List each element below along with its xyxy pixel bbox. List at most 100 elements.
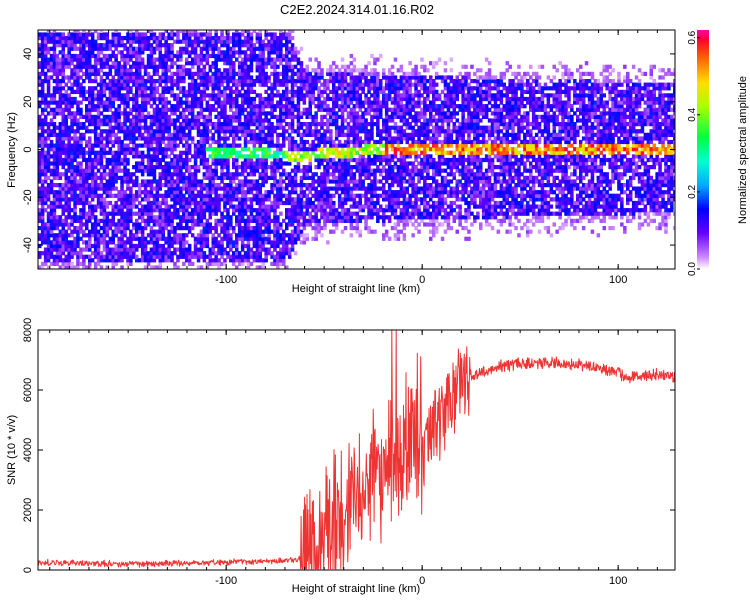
spectrogram-cell xyxy=(187,82,192,87)
spectrogram-cell xyxy=(146,190,151,195)
spectrogram-cell xyxy=(140,136,145,141)
spectrogram-cell xyxy=(252,143,257,148)
spectrogram-cell xyxy=(214,161,218,166)
spectrogram-cell xyxy=(279,46,283,51)
spectrogram-cell xyxy=(214,193,218,198)
spectrogram-cell xyxy=(114,30,118,33)
spectrogram-cell xyxy=(120,193,124,198)
spectrogram-cell xyxy=(182,136,186,141)
spectrogram-cell xyxy=(214,157,218,163)
spectrogram-cell xyxy=(240,236,245,241)
spectrogram-cell xyxy=(208,247,212,252)
spectrogram-cell xyxy=(170,147,174,152)
spectrogram-cell xyxy=(117,82,121,87)
spectrogram-cell xyxy=(146,100,151,105)
spectrogram-cell xyxy=(170,193,174,198)
spectrogram-cell xyxy=(237,61,242,66)
spectrogram-cell xyxy=(49,64,54,69)
spectrogram-cell xyxy=(270,32,274,37)
spectrogram-cell xyxy=(85,53,89,59)
spectrogram-cell xyxy=(193,32,198,37)
spectrogram-cell xyxy=(120,43,124,48)
spectrogram-cell xyxy=(161,86,165,91)
spectrogram-cell xyxy=(282,229,286,234)
spectrogram-cell xyxy=(255,161,260,166)
spectrogram-cell xyxy=(176,53,180,59)
spectrogram-cell xyxy=(282,186,286,191)
spectrogram-cell xyxy=(232,82,236,87)
spectrogram-cell xyxy=(38,215,42,220)
spectrogram-cell xyxy=(223,190,227,195)
spectrogram-cell xyxy=(196,111,201,116)
spectrogram-cell xyxy=(158,204,162,209)
spectrogram-cell xyxy=(67,168,71,173)
spectrogram-cell xyxy=(108,179,113,184)
spectrogram-cell xyxy=(161,251,165,256)
spectrogram-cell xyxy=(140,36,145,41)
spectrogram-cell xyxy=(240,240,245,245)
spectrogram-cell xyxy=(76,236,80,241)
spectrogram-cell xyxy=(220,136,224,141)
spectrogram-cell xyxy=(49,215,54,220)
spectrogram-cell xyxy=(276,204,280,209)
spectrogram-cell xyxy=(252,161,257,166)
spectrogram-cell xyxy=(196,247,201,252)
spectrogram-cell xyxy=(246,36,251,41)
spectrogram-cell xyxy=(187,179,192,184)
spectrogram-cell xyxy=(67,233,71,238)
spectrogram-cell xyxy=(96,132,101,137)
spectrogram-cell xyxy=(129,254,133,259)
spectrogram-cell xyxy=(135,197,139,202)
spectrogram-cell xyxy=(132,114,136,119)
spectrogram-cell xyxy=(52,71,57,76)
spectrogram-cell xyxy=(296,183,301,188)
spectrogram-cell xyxy=(149,50,154,55)
spectrogram-cell xyxy=(252,46,257,51)
spectrogram-cell xyxy=(329,211,333,216)
spectrogram-cell xyxy=(38,79,42,84)
spectrogram-cell xyxy=(85,218,89,223)
spectrogram-cell xyxy=(158,82,162,87)
spectrogram-cell xyxy=(82,53,86,59)
spectrogram-cell xyxy=(76,240,80,245)
spectrogram-cell xyxy=(220,247,224,252)
spectrogram-cell xyxy=(61,129,65,134)
spectrogram-cell xyxy=(108,136,113,141)
spectrogram-cell xyxy=(270,186,274,191)
spectrogram-cell xyxy=(108,168,113,173)
spectrogram-cell xyxy=(161,57,165,62)
spectrogram-cell xyxy=(214,190,218,195)
spectrogram-cell xyxy=(252,240,257,245)
spectrogram-cell xyxy=(173,139,177,145)
spectrogram-cell xyxy=(314,122,318,127)
spectrogram-cell xyxy=(296,215,301,220)
spectrogram-cell xyxy=(146,139,151,145)
spectrogram-cell xyxy=(223,150,227,155)
spectrogram-cell xyxy=(261,208,265,213)
spectrogram-cell xyxy=(111,104,115,109)
spectrogram-cell xyxy=(196,132,201,137)
spectrogram-cell xyxy=(199,215,204,220)
spectrogram-cell xyxy=(235,114,239,119)
spectrogram-cell xyxy=(61,43,65,48)
spectrogram-cell xyxy=(61,233,65,238)
spectrogram-cell xyxy=(67,200,71,206)
spectrogram-cell xyxy=(49,190,54,195)
spectrogram-cell xyxy=(199,222,204,227)
spectrogram-cell xyxy=(182,208,186,213)
spectrogram-cell xyxy=(143,218,148,223)
spectrogram-cell xyxy=(73,168,77,173)
spectrogram-cell xyxy=(211,89,215,94)
spectrogram-cell xyxy=(167,243,171,249)
spectrogram-cell xyxy=(208,175,212,180)
spectrogram-cell xyxy=(240,111,245,116)
spectrogram-cell xyxy=(108,222,113,227)
spectrogram-cell xyxy=(317,161,321,166)
spectrogram-cell xyxy=(117,107,121,112)
spectrogram-cell xyxy=(179,68,183,73)
spectrogram-cell xyxy=(52,165,57,170)
spectrogram-cell xyxy=(261,233,265,238)
spectrogram-cell xyxy=(264,64,268,69)
spectrogram-cell xyxy=(287,211,292,216)
spectrogram-cell xyxy=(223,111,227,116)
